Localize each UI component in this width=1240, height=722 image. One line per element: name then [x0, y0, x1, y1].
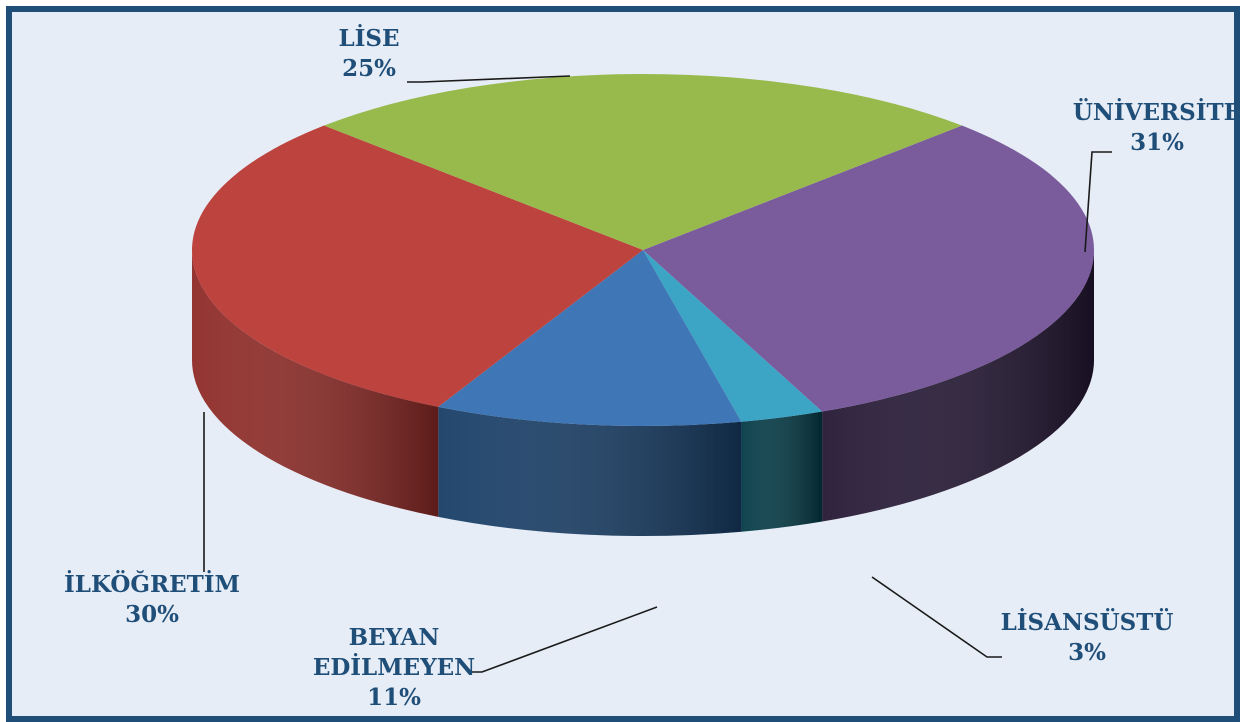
slice-name: ÜNİVERSİTE [1073, 98, 1234, 126]
slice-percent: 25% [342, 55, 396, 82]
pie-slice-2 [438, 250, 742, 426]
pie-chart: ÜNİVERSİTE 31% LİSANSÜSTÜ 3% BEYAN EDİLMEYEN 1… [64, 24, 1234, 711]
pie-side-shade-3 [192, 250, 439, 517]
slice-label-2: BEYAN EDİLMEYEN 11% [313, 624, 475, 711]
pie-side-shade-0 [822, 250, 1094, 522]
slice-name: LİSANSÜSTÜ [1001, 608, 1174, 636]
leader-line-4 [407, 75, 571, 83]
pie-slice-4 [324, 74, 962, 250]
pie-sides [192, 250, 1094, 536]
chart-frame: ÜNİVERSİTE 31% LİSANSÜSTÜ 3% BEYAN EDİLMEYEN 1… [6, 6, 1240, 722]
slice-label-3: İLKÖĞRETİM 30% [64, 570, 240, 628]
slice-label-1: LİSANSÜSTÜ 3% [1001, 608, 1174, 666]
pie-side-shade-1 [741, 411, 823, 532]
slice-percent: 30% [125, 601, 179, 628]
leader-line-2 [470, 606, 658, 673]
slice-name: EDİLMEYEN [313, 653, 475, 681]
slice-label-0: ÜNİVERSİTE 31% [1073, 98, 1234, 156]
slice-percent: 3% [1068, 639, 1106, 666]
pie-slice-0 [643, 125, 1094, 412]
pie-slice-3 [191, 125, 643, 407]
slice-name: LİSE [338, 24, 399, 52]
leader-line-0 [1084, 151, 1112, 253]
pie-slice-1 [643, 250, 823, 422]
leader-lines [203, 75, 1112, 673]
slice-name: İLKÖĞRETİM [64, 570, 240, 598]
pie-side-shade-2 [438, 406, 742, 536]
slice-percent: 31% [1130, 129, 1184, 156]
slice-labels: ÜNİVERSİTE 31% LİSANSÜSTÜ 3% BEYAN EDİLMEYEN 1… [64, 24, 1234, 711]
slice-label-4: LİSE 25% [338, 24, 399, 82]
slice-name: BEYAN [349, 624, 440, 651]
slice-percent: 11% [367, 684, 421, 711]
leader-line-1 [871, 576, 1002, 658]
pie-tops [191, 74, 1094, 426]
